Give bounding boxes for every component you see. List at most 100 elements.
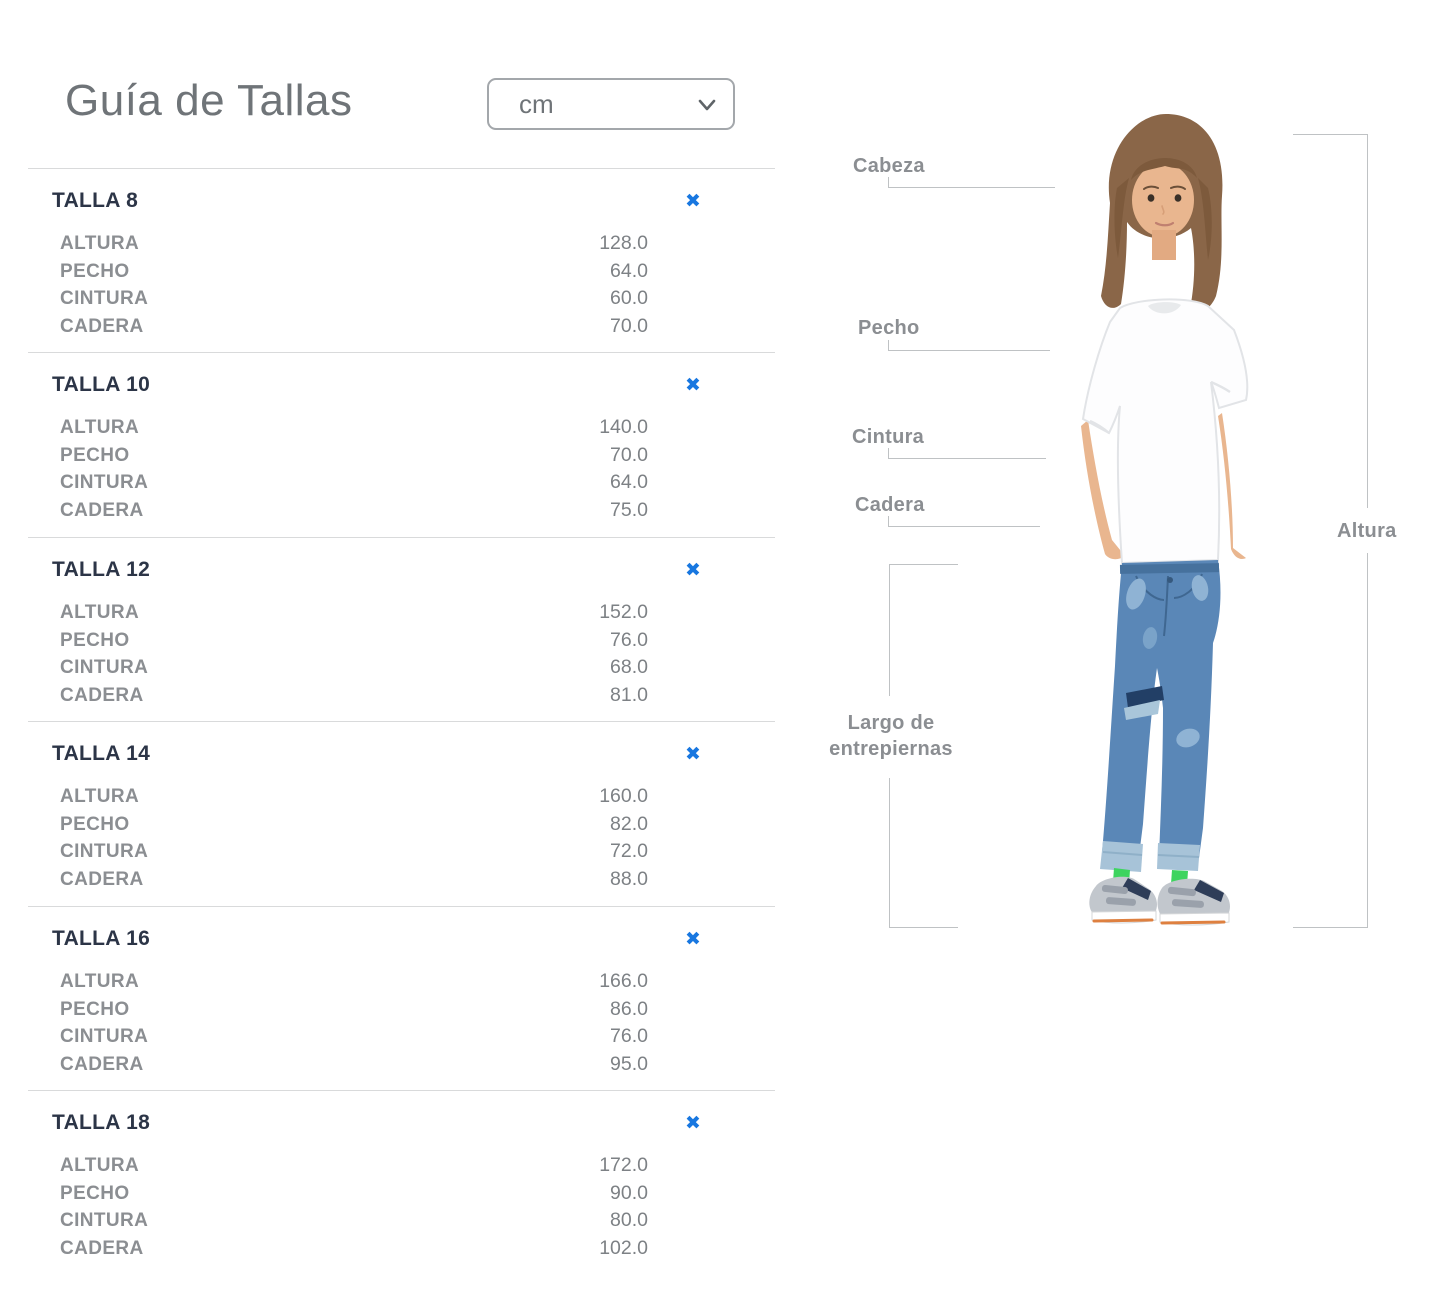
size-list: TALLA 8 ✖ ALTURA 128.0 PECHO 64.0 CINTURA 60.… [28,168,775,1295]
close-icon[interactable]: ✖ [678,925,708,953]
measurement-row: PECHO 70.0 [60,444,648,472]
measurement-row: CADERA 75.0 [60,499,648,527]
largo-bracket-vertical-top [889,564,890,696]
measurement-value: 68.0 [610,656,648,678]
close-icon[interactable]: ✖ [678,371,708,399]
measurement-label: CINTURA [60,1210,149,1231]
measurement-value: 76.0 [610,628,648,651]
measurement-label: ALTURA [60,602,140,623]
size-section-header: TALLA 16 ✖ [28,927,775,953]
measurement-value: 64.0 [610,471,648,493]
altura-bracket-vertical-top [1367,134,1368,508]
size-title: TALLA 8 [52,189,139,212]
measurement-value: 70.0 [610,314,648,337]
measurement-value: 88.0 [610,867,648,890]
measurement-label: PECHO [60,260,130,282]
size-section-header: TALLA 14 ✖ [28,742,775,768]
largo-bracket-top-cap [889,564,958,565]
size-section-header: TALLA 12 ✖ [28,558,775,584]
measurement-row: PECHO 76.0 [60,629,648,657]
diagram-label-pecho: Pecho [858,317,920,339]
measurement-row: CADERA 95.0 [60,1053,648,1081]
cabeza-bracket-tick [888,177,889,188]
measurement-value: 90.0 [610,1181,648,1204]
measurement-value: 140.0 [599,416,648,438]
measurement-label: CADERA [60,1237,144,1259]
measurement-value: 102.0 [599,1236,648,1259]
close-icon[interactable]: ✖ [678,556,708,584]
diagram-label-cadera: Cadera [855,494,925,516]
size-section-header: TALLA 10 ✖ [28,373,775,399]
size-rows: ALTURA 166.0 PECHO 86.0 CINTURA 76.0 CADERA 95.… [60,970,648,1080]
measurement-label: CADERA [60,684,144,706]
measurement-value: 81.0 [610,683,648,706]
measurement-value: 72.0 [610,840,648,862]
size-section: TALLA 18 ✖ ALTURA 172.0 PECHO 90.0 CINTURA 80… [28,1090,775,1295]
largo-line2: entrepiernas [829,738,953,760]
measurement-label: PECHO [60,629,130,651]
measurement-label: CINTURA [60,472,149,493]
measurement-value: 76.0 [610,1025,648,1047]
size-section-header: TALLA 18 ✖ [28,1111,775,1137]
size-rows: ALTURA 160.0 PECHO 82.0 CINTURA 72.0 CADERA 88.… [60,785,648,895]
page-title: Guía de Tallas [65,76,353,125]
measurement-label: ALTURA [60,786,140,807]
size-rows: ALTURA 172.0 PECHO 90.0 CINTURA 80.0 CADERA 102… [60,1154,648,1264]
measurement-row: PECHO 86.0 [60,998,648,1026]
size-title: TALLA 14 [52,742,151,765]
cadera-bracket-line [888,526,1040,527]
pecho-bracket-line [888,350,1050,351]
measurement-label: ALTURA [60,971,140,992]
measurement-row: ALTURA 166.0 [60,970,648,998]
measurement-value: 80.0 [610,1209,648,1231]
chevron-down-icon [697,97,717,113]
measurement-row: CADERA 88.0 [60,868,648,896]
size-section-header: TALLA 8 ✖ [28,189,775,215]
close-icon[interactable]: ✖ [678,1109,708,1137]
measurement-row: ALTURA 140.0 [60,416,648,444]
measurement-label: PECHO [60,998,130,1020]
diagram-label-cintura: Cintura [852,426,925,448]
size-rows: ALTURA 152.0 PECHO 76.0 CINTURA 68.0 CADERA 81.… [60,601,648,711]
measurement-label: ALTURA [60,1155,140,1176]
unit-select[interactable]: cm [487,78,735,130]
measurement-row: CINTURA 72.0 [60,840,648,868]
altura-bracket-vertical-bottom [1367,553,1368,927]
measurement-value: 60.0 [610,287,648,309]
measurement-label: CADERA [60,1053,144,1075]
size-title: TALLA 10 [52,373,151,396]
close-icon[interactable]: ✖ [678,187,708,215]
measurement-row: PECHO 82.0 [60,813,648,841]
measurement-row: CINTURA 68.0 [60,656,648,684]
measurement-row: CINTURA 64.0 [60,471,648,499]
measurement-value: 160.0 [599,785,648,807]
measurement-label: ALTURA [60,233,140,254]
measurement-label: CINTURA [60,841,149,862]
size-rows: ALTURA 140.0 PECHO 70.0 CINTURA 64.0 CADERA 75.… [60,416,648,526]
close-icon[interactable]: ✖ [678,740,708,768]
largo-bracket-bottom-cap [889,927,958,928]
measurement-value: 172.0 [599,1154,648,1176]
diagram-label-largo-entrepiernas: Largo de entrepiernas [824,710,958,762]
measurement-label: CINTURA [60,288,149,309]
altura-bracket-bottom-cap [1293,927,1368,928]
measurement-row: CADERA 81.0 [60,684,648,712]
measurement-row: CINTURA 80.0 [60,1209,648,1237]
size-title: TALLA 12 [52,558,151,581]
measurement-label: PECHO [60,444,130,466]
measurement-value: 70.0 [610,443,648,466]
measurement-label: CINTURA [60,1026,149,1047]
measurement-label: PECHO [60,1182,130,1204]
size-section: TALLA 16 ✖ ALTURA 166.0 PECHO 86.0 CINTURA 76… [28,906,775,1090]
largo-bracket-vertical-bottom [889,778,890,928]
measurement-row: CINTURA 60.0 [60,287,648,315]
size-rows: ALTURA 128.0 PECHO 64.0 CINTURA 60.0 CADERA 70.… [60,232,648,342]
diagram-label-cabeza: Cabeza [853,155,925,177]
size-section: TALLA 12 ✖ ALTURA 152.0 PECHO 76.0 CINTURA 68… [28,537,775,721]
measurement-label: CADERA [60,499,144,521]
size-title: TALLA 18 [52,1111,151,1134]
size-section: TALLA 8 ✖ ALTURA 128.0 PECHO 64.0 CINTURA 60.… [28,168,775,352]
measurement-label: CADERA [60,315,144,337]
altura-bracket-top-cap [1293,134,1368,135]
